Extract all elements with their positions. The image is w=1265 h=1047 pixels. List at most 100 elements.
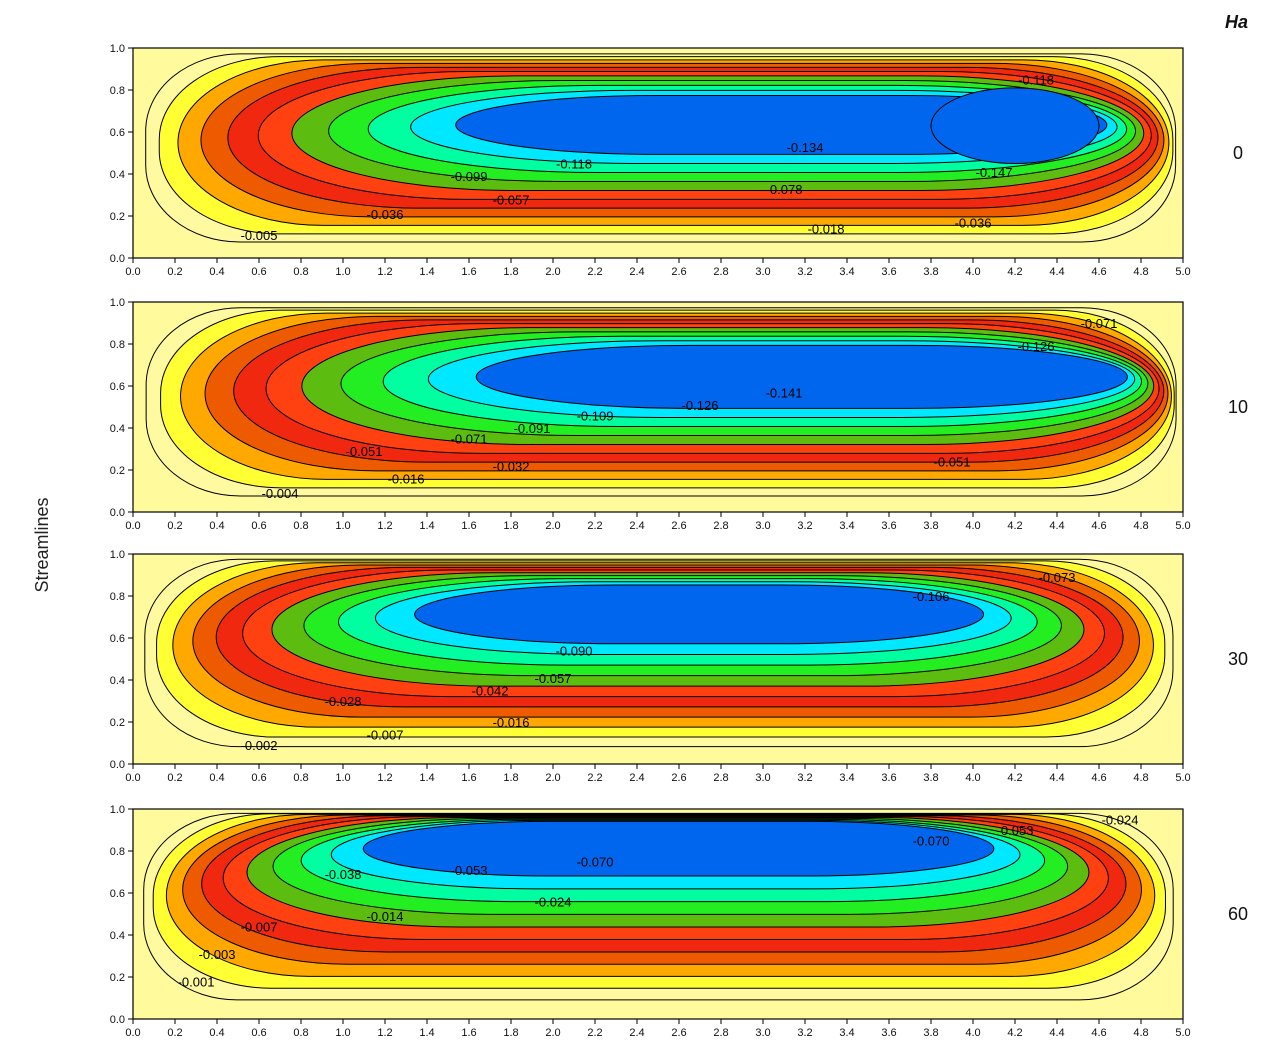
contour-label-group: -0.057 [535, 671, 572, 686]
contour-label-group: -0.070 [913, 834, 950, 849]
contour-label-group: -0.024 [535, 895, 572, 910]
contour-label-group: -0.051 [346, 444, 383, 459]
ha-value: 0 [1233, 143, 1243, 163]
contour-label-group: -0.004 [262, 486, 299, 501]
x-tick-label: 4.2 [1007, 520, 1022, 532]
contour-label: -0.126 [1018, 339, 1055, 354]
contour-label: -0.018 [808, 222, 845, 237]
x-tick-label: 0.4 [209, 1027, 224, 1039]
x-tick-label: 4.0 [965, 1027, 980, 1039]
contour-label-group: -0.147 [976, 165, 1013, 180]
y-tick-label: 0.4 [110, 423, 125, 435]
x-tick-label: 3.6 [881, 1027, 896, 1039]
y-tick-label: 0.6 [110, 888, 125, 900]
x-tick-label: 1.6 [461, 1027, 476, 1039]
contour-label-group: -0.118 [1018, 73, 1054, 88]
x-tick-label: 4.4 [1049, 520, 1064, 532]
contour-fill: -0.004 -0.016 -0.032 -0.051 -0.071 -0.091 -0.1… [133, 302, 1183, 512]
x-tick-label: 2.8 [713, 1027, 728, 1039]
contour-fill: -0.002 -0.007 -0.016 -0.028 -0.042 -0.057 -0.0… [133, 554, 1183, 764]
y-tick-label: 0.2 [110, 465, 125, 477]
y-tick-label: 0.0 [110, 1014, 125, 1026]
contour-label: -0.106 [913, 589, 950, 604]
vortex-core-lobe [930, 87, 1100, 164]
x-tick-label: 1.8 [503, 520, 518, 532]
contour-label: -0.078 [766, 182, 803, 197]
x-tick-label: 2.8 [713, 772, 728, 784]
contour-label: -0.007 [241, 920, 278, 935]
contour-label: -0.051 [346, 444, 383, 459]
x-tick-label: 3.4 [839, 520, 854, 532]
x-tick-label: 5.0 [1175, 1027, 1190, 1039]
x-tick-label: 0.6 [251, 520, 266, 532]
x-tick-label: 3.4 [839, 1027, 854, 1039]
y-tick-label: 0.4 [110, 675, 125, 687]
contour-label: -0.071 [1081, 316, 1118, 331]
x-tick-label: 3.6 [881, 266, 896, 278]
contour-label: -0.126 [682, 398, 719, 413]
contour-label: -0.007 [367, 728, 404, 743]
x-tick-label: 1.2 [377, 772, 392, 784]
x-tick-label: 2.2 [587, 266, 602, 278]
x-tick-label: 2.0 [545, 772, 560, 784]
contour-band [475, 344, 1128, 409]
plot-frame [132, 808, 1184, 1020]
contour-label: -0.147 [976, 165, 1013, 180]
contour-label: -0.099 [451, 169, 488, 184]
contour-label: -0.090 [556, 644, 593, 659]
contour-panel: -0.004 -0.016 -0.032 -0.051 -0.071 -0.091 -0.1… [110, 297, 1248, 532]
contour-label-group: -0.007 [367, 728, 404, 743]
contour-label-group: -0.078 [766, 182, 803, 197]
parameter-title: Ha [1225, 12, 1248, 32]
contour-label-group: -0.024 [1102, 813, 1139, 828]
contour-label-group: -0.090 [556, 644, 593, 659]
x-tick-label: 2.6 [671, 1027, 686, 1039]
x-tick-label: 0.0 [125, 1027, 140, 1039]
x-tick-label: 0.4 [209, 772, 224, 784]
x-tick-label: 3.8 [923, 266, 938, 278]
x-tick-label: 2.4 [629, 520, 644, 532]
contour-label-group: -0.007 [241, 920, 278, 935]
x-tick-label: 4.4 [1049, 1027, 1064, 1039]
x-tick-label: 3.6 [881, 772, 896, 784]
x-tick-label: 3.4 [839, 266, 854, 278]
x-tick-label: 1.6 [461, 772, 476, 784]
y-tick-label: 0.4 [110, 169, 125, 181]
y-tick-label: 1.0 [110, 804, 125, 816]
x-tick-label: 4.6 [1091, 772, 1106, 784]
y-tick-label: 0.8 [110, 846, 125, 858]
x-tick-label: 2.2 [587, 520, 602, 532]
x-tick-label: 0.2 [167, 772, 182, 784]
y-tick-label: 1.0 [110, 549, 125, 561]
x-tick-label: 0.2 [167, 1027, 182, 1039]
x-tick-label: 1.0 [335, 1027, 350, 1039]
x-tick-label: 1.6 [461, 266, 476, 278]
x-tick-label: 2.4 [629, 772, 644, 784]
x-tick-label: 0.0 [125, 520, 140, 532]
x-tick-label: 0.0 [125, 266, 140, 278]
contour-label-group: -0.018 [808, 222, 845, 237]
x-tick-label: 1.4 [419, 520, 434, 532]
x-tick-label: 2.8 [713, 266, 728, 278]
contour-band [414, 584, 985, 645]
x-tick-label: 2.6 [671, 772, 686, 784]
x-tick-label: 0.6 [251, 266, 266, 278]
x-tick-label: 2.4 [629, 266, 644, 278]
contour-label-group: -0.038 [325, 867, 362, 882]
x-tick-label: 5.0 [1175, 772, 1190, 784]
y-tick-label: 0.8 [110, 339, 125, 351]
y-tick-label: 0.8 [110, 591, 125, 603]
contour-label: -0.053 [997, 823, 1034, 838]
contour-label-group: -0.141 [766, 385, 803, 400]
x-tick-label: 3.8 [923, 520, 938, 532]
x-tick-label: 1.4 [419, 772, 434, 784]
x-tick-label: 2.0 [545, 520, 560, 532]
contour-label: -0.016 [493, 715, 530, 730]
x-tick-label: 5.0 [1175, 520, 1190, 532]
x-tick-label: 1.8 [503, 772, 518, 784]
contour-label-group: -0.014 [367, 909, 404, 924]
x-tick-label: 3.2 [797, 520, 812, 532]
x-tick-label: 2.0 [545, 266, 560, 278]
x-tick-label: 4.8 [1133, 1027, 1148, 1039]
contour-label-group: -0.070 [577, 855, 614, 870]
